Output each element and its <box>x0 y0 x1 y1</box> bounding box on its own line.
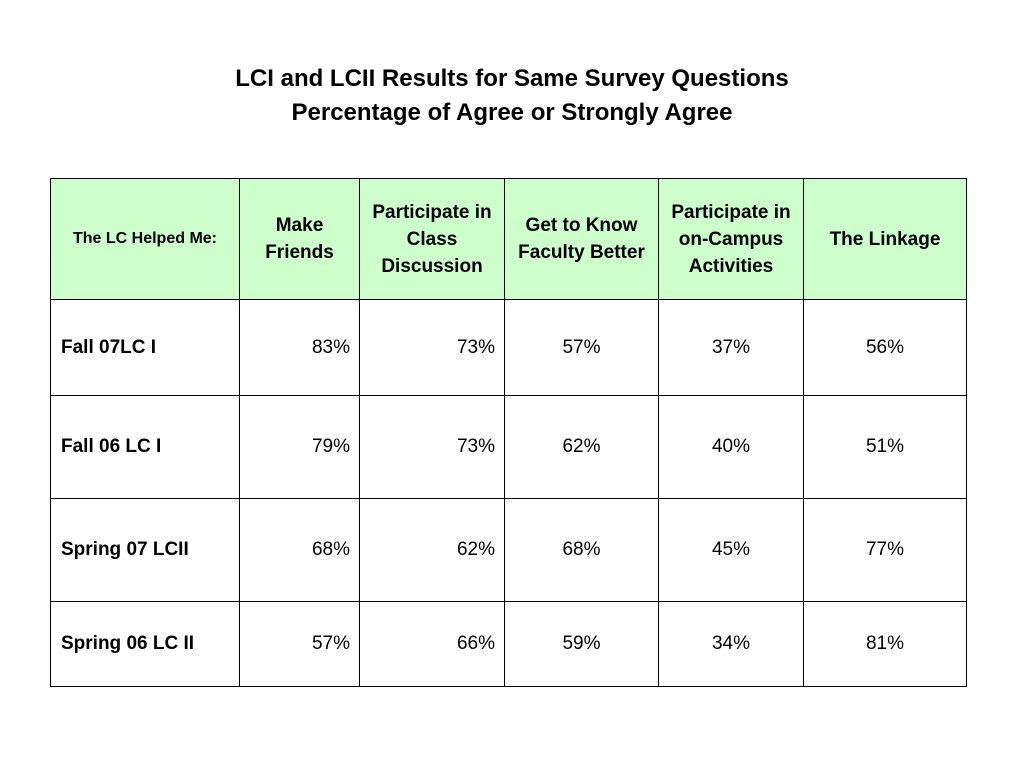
header-cell: Participate in on-Campus Activities <box>658 178 804 300</box>
header-cell: The Linkage <box>803 178 967 300</box>
results-table: The LC Helped Me: Make Friends Participa… <box>50 178 967 687</box>
row-label: Spring 07 LCII <box>50 498 240 602</box>
table-cell: 73% <box>359 395 505 499</box>
table-cell: 57% <box>504 299 659 396</box>
corner-label: The LC Helped Me: <box>72 230 217 247</box>
table-cell: 57% <box>239 601 360 687</box>
table-cell: 62% <box>504 395 659 499</box>
table-cell: 73% <box>359 299 505 396</box>
table-row: Spring 07 LCII 68% 62% 68% 45% 77% <box>50 498 967 602</box>
table-cell: 77% <box>803 498 967 602</box>
title-line-1: LCI and LCII Results for Same Survey Que… <box>235 65 789 92</box>
header-corner-cell: The LC Helped Me: <box>50 178 240 300</box>
row-label: Fall 07LC I <box>50 299 240 396</box>
column-header-make-friends: Make Friends <box>265 215 334 263</box>
slide-title: LCI and LCII Results for Same Survey Que… <box>0 62 1024 130</box>
table-row: Spring 06 LC II 57% 66% 59% 34% 81% <box>50 601 967 687</box>
table-cell: 56% <box>803 299 967 396</box>
header-row: The LC Helped Me: Make Friends Participa… <box>50 178 967 300</box>
table-cell: 68% <box>504 498 659 602</box>
table-cell: 45% <box>658 498 804 602</box>
table-cell: 83% <box>239 299 360 396</box>
header-cell: Participate in Class Discussion <box>359 178 505 300</box>
table-cell: 34% <box>658 601 804 687</box>
row-label: Fall 06 LC I <box>50 395 240 499</box>
column-header-campus-activities: Participate in on-Campus Activities <box>671 201 791 277</box>
column-header-class-discussion: Participate in Class Discussion <box>372 201 492 277</box>
table-cell: 37% <box>658 299 804 396</box>
table-cell: 68% <box>239 498 360 602</box>
header-cell: Make Friends <box>239 178 360 300</box>
title-line-2: Percentage of Agree or Strongly Agree <box>291 99 733 126</box>
table-cell: 81% <box>803 601 967 687</box>
header-cell: Get to Know Faculty Better <box>504 178 659 300</box>
table-cell: 51% <box>803 395 967 499</box>
table-row: Fall 06 LC I 79% 73% 62% 40% 51% <box>50 395 967 499</box>
column-header-know-faculty: Get to Know Faculty Better <box>518 215 645 263</box>
table-cell: 59% <box>504 601 659 687</box>
table-cell: 79% <box>239 395 360 499</box>
column-header-linkage: The Linkage <box>829 228 941 250</box>
table-row: Fall 07LC I 83% 73% 57% 37% 56% <box>50 299 967 396</box>
row-label: Spring 06 LC II <box>50 601 240 687</box>
table-cell: 62% <box>359 498 505 602</box>
table-cell: 40% <box>658 395 804 499</box>
table-cell: 66% <box>359 601 505 687</box>
